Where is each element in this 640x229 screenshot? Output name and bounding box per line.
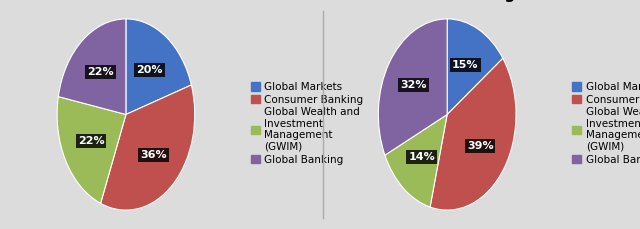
Wedge shape [100,85,195,210]
Text: 15%: 15% [452,60,479,70]
Legend: Global Markets, Consumer Banking, Global Wealth and
Investment
Management
(GWIM): Global Markets, Consumer Banking, Global… [569,79,640,168]
Legend: Global Markets, Consumer Banking, Global Wealth and
Investment
Management
(GWIM): Global Markets, Consumer Banking, Global… [248,79,367,168]
Wedge shape [430,58,516,210]
Text: 22%: 22% [87,67,114,77]
Text: 22%: 22% [77,136,104,146]
Text: 36%: 36% [140,150,166,160]
Wedge shape [126,19,191,114]
Text: 20%: 20% [136,65,163,75]
Wedge shape [447,19,503,114]
Wedge shape [57,97,126,203]
Text: 32%: 32% [400,80,427,90]
Wedge shape [58,19,126,114]
Title: FY 2021 Net Income by
Business Segment: FY 2021 Net Income by Business Segment [381,0,580,2]
Text: 39%: 39% [467,141,493,151]
Wedge shape [385,114,447,207]
Text: 14%: 14% [408,152,435,162]
Title: Segment wise revenue
share in FY'21: Segment wise revenue share in FY'21 [61,0,257,2]
Wedge shape [378,19,447,155]
